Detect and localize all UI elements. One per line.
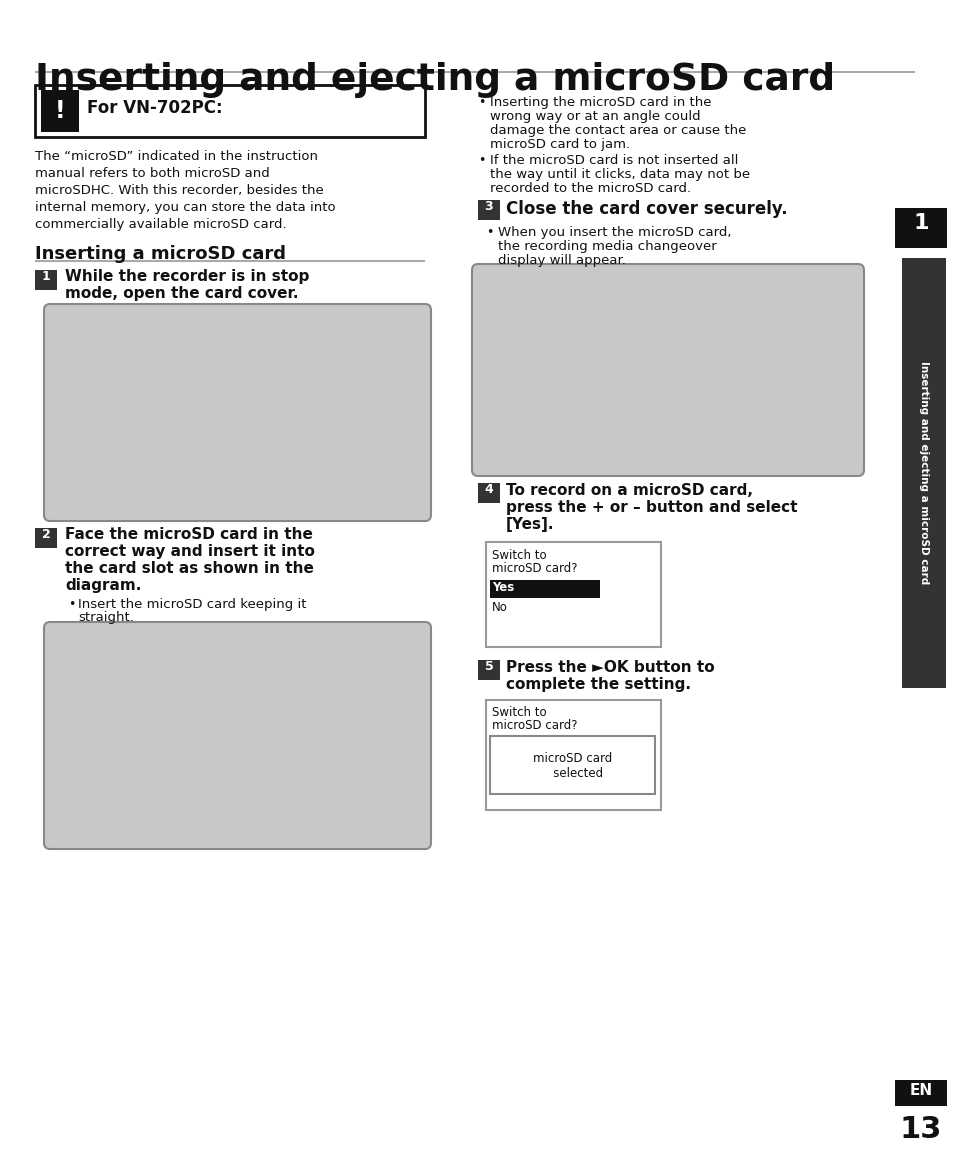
Bar <box>894 1080 946 1106</box>
Text: microSD card to jam.: microSD card to jam. <box>490 138 630 151</box>
Text: [Yes].: [Yes]. <box>505 516 554 532</box>
Text: Inserting and ejecting a microSD card: Inserting and ejecting a microSD card <box>918 361 928 585</box>
Text: •: • <box>485 226 493 239</box>
Text: microSD card: microSD card <box>533 752 612 765</box>
Text: While the recorder is in stop: While the recorder is in stop <box>65 269 309 284</box>
Text: Close the card cover securely.: Close the card cover securely. <box>505 200 787 218</box>
Bar <box>41 90 79 132</box>
Bar <box>490 736 655 794</box>
Text: !: ! <box>54 98 65 123</box>
Text: Press the ►OK button to: Press the ►OK button to <box>505 660 714 675</box>
Bar <box>490 580 599 598</box>
Text: microSDHC. With this recorder, besides the: microSDHC. With this recorder, besides t… <box>35 184 323 197</box>
FancyBboxPatch shape <box>472 264 863 476</box>
Text: straight.: straight. <box>78 611 133 624</box>
Text: Yes: Yes <box>492 581 514 594</box>
Text: display will appear.: display will appear. <box>497 254 625 267</box>
Text: Inserting and ejecting a microSD card: Inserting and ejecting a microSD card <box>35 63 834 98</box>
Text: recorded to the microSD card.: recorded to the microSD card. <box>490 182 690 195</box>
Bar <box>35 528 57 548</box>
Text: For VN-702PC:: For VN-702PC: <box>87 98 222 117</box>
Text: Switch to: Switch to <box>492 549 546 562</box>
Text: microSD card?: microSD card? <box>492 562 577 576</box>
Text: 3: 3 <box>484 200 493 213</box>
Text: The “microSD” indicated in the instruction: The “microSD” indicated in the instructi… <box>35 151 317 163</box>
Bar <box>35 85 424 137</box>
Text: When you insert the microSD card,: When you insert the microSD card, <box>497 226 731 239</box>
Text: Switch to: Switch to <box>492 706 546 719</box>
Bar <box>485 542 660 647</box>
Text: To record on a microSD card,: To record on a microSD card, <box>505 483 752 498</box>
Text: Inserting the microSD card in the: Inserting the microSD card in the <box>490 96 711 109</box>
Text: Face the microSD card in the: Face the microSD card in the <box>65 527 313 542</box>
Bar <box>35 270 57 290</box>
Text: Inserting a microSD card: Inserting a microSD card <box>35 245 286 263</box>
Text: 1: 1 <box>42 270 51 283</box>
Bar <box>894 208 946 248</box>
Text: EN: EN <box>908 1083 932 1098</box>
Text: correct way and insert it into: correct way and insert it into <box>65 544 314 559</box>
Bar <box>477 483 499 503</box>
Text: 2: 2 <box>42 528 51 541</box>
Text: commercially available microSD card.: commercially available microSD card. <box>35 218 286 230</box>
Text: mode, open the card cover.: mode, open the card cover. <box>65 286 298 301</box>
Text: 4: 4 <box>484 483 493 496</box>
Text: microSD card?: microSD card? <box>492 719 577 732</box>
Text: wrong way or at an angle could: wrong way or at an angle could <box>490 110 700 123</box>
Text: the card slot as shown in the: the card slot as shown in the <box>65 560 314 576</box>
Text: manual refers to both microSD and: manual refers to both microSD and <box>35 167 270 179</box>
Text: •: • <box>68 598 75 611</box>
Text: 13: 13 <box>899 1115 942 1144</box>
Text: No: No <box>492 601 507 614</box>
Text: 5: 5 <box>484 660 493 673</box>
Bar <box>477 660 499 680</box>
Text: selected: selected <box>542 767 603 780</box>
Text: damage the contact area or cause the: damage the contact area or cause the <box>490 124 745 137</box>
Text: Insert the microSD card keeping it: Insert the microSD card keeping it <box>78 598 306 611</box>
Text: diagram.: diagram. <box>65 578 141 593</box>
Text: •: • <box>477 154 485 167</box>
Bar <box>477 200 499 220</box>
Text: If the microSD card is not inserted all: If the microSD card is not inserted all <box>490 154 738 167</box>
Text: the recording media changeover: the recording media changeover <box>497 240 716 252</box>
Text: 1: 1 <box>912 213 928 233</box>
Text: the way until it clicks, data may not be: the way until it clicks, data may not be <box>490 168 749 181</box>
Text: •: • <box>477 96 485 109</box>
FancyBboxPatch shape <box>44 305 431 521</box>
Text: press the + or – button and select: press the + or – button and select <box>505 500 797 515</box>
Bar <box>485 699 660 809</box>
FancyBboxPatch shape <box>44 622 431 849</box>
Text: complete the setting.: complete the setting. <box>505 677 690 692</box>
Text: internal memory, you can store the data into: internal memory, you can store the data … <box>35 201 335 214</box>
Bar <box>901 258 945 688</box>
